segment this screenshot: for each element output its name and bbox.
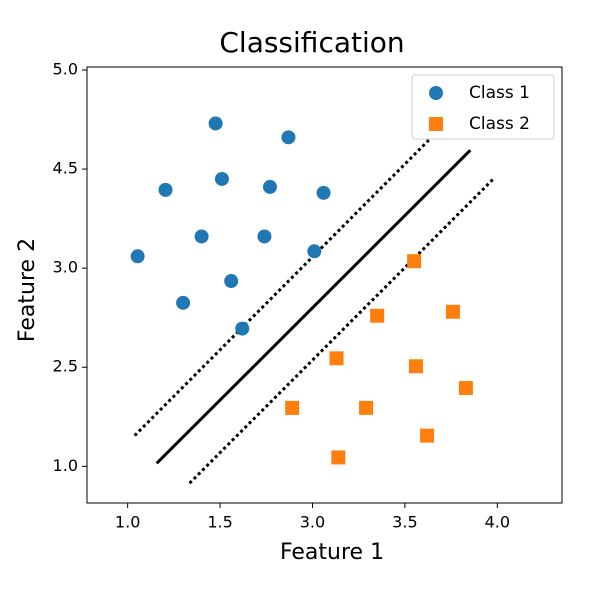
x-axis-label: Feature 1	[280, 540, 384, 565]
point	[176, 295, 191, 310]
legend-marker	[429, 117, 443, 131]
point	[235, 321, 250, 336]
point	[224, 274, 239, 289]
legend-marker	[429, 86, 443, 100]
point	[257, 229, 272, 244]
point	[208, 116, 223, 131]
chart-title: Classification	[219, 26, 404, 59]
point	[158, 182, 173, 197]
point	[262, 179, 277, 194]
x-tick-label: 3.5	[392, 513, 417, 532]
point	[331, 450, 346, 465]
legend-box	[411, 74, 555, 140]
x-tick-label: 3.0	[300, 513, 325, 532]
boundary-line	[188, 176, 496, 485]
point	[458, 381, 473, 396]
point	[359, 400, 374, 415]
point	[370, 308, 385, 323]
point	[316, 185, 331, 200]
point	[407, 254, 422, 269]
point	[329, 351, 344, 366]
point	[307, 244, 322, 259]
y-axis-label: Feature 2	[15, 238, 40, 342]
plot-frame	[86, 66, 563, 504]
point	[420, 428, 435, 443]
legend-label: Class 2	[469, 114, 530, 134]
point	[445, 304, 460, 319]
boundary-line	[155, 149, 472, 465]
y-tick-label: 5.0	[53, 59, 78, 78]
point	[285, 400, 300, 415]
x-tick-label: 1.0	[115, 513, 140, 532]
point	[194, 229, 209, 244]
y-tick-label: 2.5	[53, 357, 78, 376]
point	[408, 359, 423, 374]
x-tick-label: 4.0	[485, 513, 510, 532]
point	[281, 130, 296, 145]
y-tick-label: 1.0	[53, 456, 78, 475]
legend-label: Class 1	[469, 83, 530, 103]
x-tick-label: 1.5	[207, 513, 232, 532]
point	[130, 249, 145, 264]
boundary-line	[133, 127, 442, 437]
y-tick-label: 4.5	[53, 159, 78, 178]
point	[214, 171, 229, 186]
y-tick-label: 3.0	[53, 258, 78, 277]
